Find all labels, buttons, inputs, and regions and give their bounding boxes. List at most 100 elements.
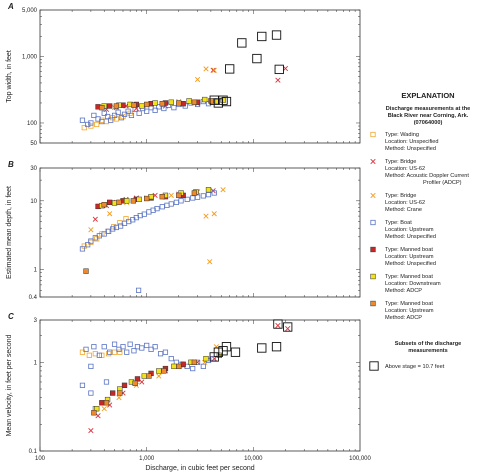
data-point bbox=[88, 123, 94, 129]
data-point bbox=[156, 104, 162, 110]
legend-entry-text: Location: Upstream bbox=[385, 308, 434, 314]
data-point bbox=[171, 105, 177, 111]
x-tick-label: 1,000 bbox=[139, 456, 155, 462]
series-bridge_adcp bbox=[88, 322, 291, 434]
data-point bbox=[190, 365, 196, 372]
legend-marker bbox=[370, 246, 376, 253]
x-axis-label: Discharge, in cubic feet per second bbox=[145, 465, 254, 472]
legend-entry-text: Type: Bridge bbox=[385, 193, 416, 199]
series-wading bbox=[79, 349, 123, 358]
panel-A: 50 100 1,000 5,000 A Top width, in feet bbox=[6, 2, 361, 147]
legend-title: EXPLANATION bbox=[401, 91, 454, 100]
legend-entry-text: Method: Crane bbox=[385, 207, 422, 213]
data-point bbox=[152, 344, 158, 350]
data-point bbox=[190, 195, 196, 201]
data-point bbox=[136, 110, 142, 116]
data-point bbox=[126, 218, 132, 225]
data-point bbox=[111, 200, 118, 206]
data-point bbox=[159, 101, 165, 107]
data-point bbox=[150, 207, 156, 213]
data-point bbox=[88, 390, 94, 396]
data-point bbox=[156, 373, 162, 379]
data-point bbox=[152, 100, 158, 106]
data-point bbox=[184, 196, 190, 202]
legend-entry-text: Type: Manned boat bbox=[385, 274, 433, 280]
legend-subtitle: Black River near Corning, Ark. bbox=[388, 113, 469, 119]
data-point bbox=[125, 108, 131, 114]
data-point bbox=[148, 193, 154, 200]
data-point bbox=[146, 373, 152, 379]
data-point bbox=[116, 394, 122, 401]
data-point bbox=[274, 64, 284, 75]
data-point bbox=[101, 110, 107, 116]
data-point bbox=[107, 211, 113, 217]
data-point bbox=[144, 108, 150, 114]
data-point bbox=[194, 194, 201, 200]
data-point bbox=[124, 349, 130, 355]
series-bridge_crane bbox=[88, 187, 226, 265]
series-manned_upstream_adcp bbox=[83, 190, 198, 274]
legend-entry-text: Method: Unspecified bbox=[385, 234, 436, 240]
y-tick-label: 1 bbox=[34, 268, 38, 274]
data-point bbox=[96, 233, 102, 239]
data-point bbox=[128, 112, 135, 119]
plot-frame bbox=[39, 9, 361, 144]
data-point bbox=[200, 363, 206, 369]
data-point bbox=[121, 111, 128, 117]
legend-entry-text: Location: Upstream bbox=[385, 227, 434, 233]
data-point bbox=[148, 346, 154, 352]
legend-subset-title: measurements bbox=[408, 348, 448, 354]
data-point bbox=[101, 406, 107, 412]
data-point bbox=[191, 190, 198, 196]
data-point bbox=[103, 379, 110, 385]
legend-entry-text: Type: Manned boat bbox=[385, 301, 433, 307]
data-point bbox=[95, 116, 101, 122]
data-point bbox=[205, 192, 212, 198]
data-point bbox=[136, 196, 142, 203]
data-point bbox=[86, 352, 92, 358]
data-point bbox=[99, 400, 105, 406]
data-point bbox=[191, 359, 198, 365]
data-point bbox=[111, 341, 118, 347]
data-point bbox=[271, 342, 282, 352]
legend-entry-text: Method: Unspecified bbox=[385, 261, 436, 267]
legend-subtitle: Discharge measurements at the bbox=[386, 106, 471, 112]
legend-entry-text: Type: Boat bbox=[385, 220, 412, 226]
data-point bbox=[110, 390, 116, 396]
data-point bbox=[107, 199, 113, 206]
data-point bbox=[144, 342, 150, 349]
data-point bbox=[154, 206, 160, 212]
data-point bbox=[173, 199, 180, 205]
data-point bbox=[99, 118, 105, 125]
y-tick-label: 1,000 bbox=[22, 54, 38, 60]
legend-entry-text: Profiler (ADCP) bbox=[423, 180, 462, 186]
data-point bbox=[271, 30, 282, 40]
legend-entry-text: Location: US-62 bbox=[385, 166, 425, 172]
legend-marker bbox=[370, 273, 376, 280]
data-point bbox=[141, 373, 147, 379]
x-tick-label: 100,000 bbox=[349, 456, 371, 462]
legend: EXPLANATION Discharge measurements at the… bbox=[369, 91, 471, 371]
y-tick-label: 30 bbox=[30, 166, 37, 172]
data-point bbox=[191, 99, 198, 105]
panel-label: A bbox=[7, 2, 14, 11]
data-point bbox=[124, 198, 130, 204]
legend-entry-above_stage: Above stage = 10.7 feet bbox=[369, 361, 445, 371]
data-point bbox=[156, 368, 162, 374]
legend-entry-text: Location: Upstream bbox=[385, 254, 434, 260]
data-point bbox=[116, 346, 122, 352]
data-point bbox=[131, 102, 137, 108]
legend-subset-title: Subsets of the discharge bbox=[395, 341, 462, 347]
data-point bbox=[171, 363, 177, 370]
data-point bbox=[237, 38, 247, 48]
data-point bbox=[123, 216, 129, 222]
data-point bbox=[273, 319, 283, 329]
data-point bbox=[285, 325, 291, 332]
data-point bbox=[81, 125, 87, 131]
data-point bbox=[120, 344, 126, 350]
data-point bbox=[83, 346, 89, 352]
legend-entry-text: Above stage = 10.7 feet bbox=[385, 364, 445, 370]
data-point bbox=[202, 96, 208, 103]
data-point bbox=[85, 242, 91, 248]
